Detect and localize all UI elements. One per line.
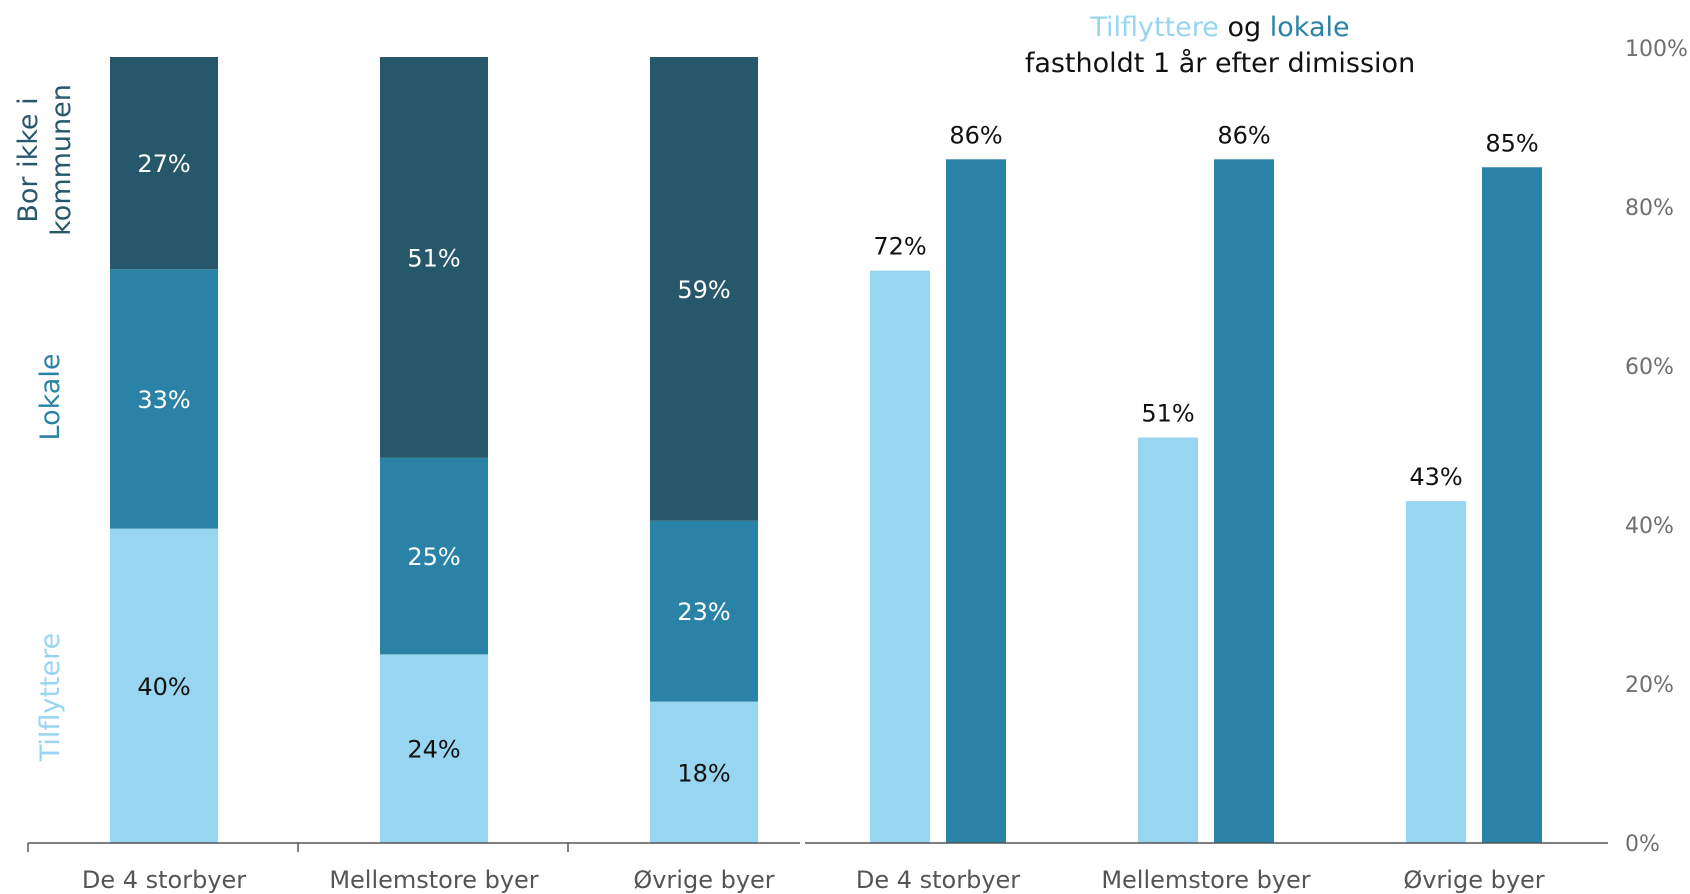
stacked-bar-lokale-ovrige-byer <box>650 520 758 702</box>
stacked-category-label: Mellemstore byer <box>329 866 538 894</box>
y-tick-label: 0% <box>1625 832 1660 857</box>
side-label-bor-ikke: Bor ikke ikommunen <box>13 84 77 236</box>
stacked-label-lokale-mellemstore-byer: 25% <box>407 543 460 571</box>
chart-subtitle: fastholdt 1 år efter dimission <box>1025 48 1415 79</box>
stacked-bar-tilflyttere-de-4-storbyer <box>110 528 218 843</box>
chart-title: Tilflyttere og lokale <box>1089 12 1349 43</box>
stacked-bar-bor-ikke-i-kommunen-mellemstore-byer <box>380 57 488 458</box>
axes: De 4 storbyer Mellemstore byer Øvrige byer… <box>27 37 1688 894</box>
title-part-lokale: lokale <box>1270 12 1350 43</box>
y-tick-label: 100% <box>1625 37 1688 62</box>
grouped-label-tilflyttere-de-4-storbyer: 72% <box>873 233 926 261</box>
grouped-bar-lokale-de-4-storbyer <box>946 159 1006 844</box>
grouped-label-lokale-ovrige-byer: 85% <box>1485 129 1538 157</box>
side-label-bor-ikke-line1: Bor ikke i <box>13 97 44 222</box>
grouped-bars: 72% 86% 51% 86% 43% 85% <box>870 121 1542 844</box>
grouped-label-lokale-mellemstore-byer: 86% <box>1217 121 1270 149</box>
grouped-label-tilflyttere-ovrige-byer: 43% <box>1409 463 1462 491</box>
y-tick-label: 40% <box>1625 514 1674 539</box>
grouped-label-lokale-de-4-storbyer: 86% <box>949 121 1002 149</box>
y-tick-label: 20% <box>1625 673 1674 698</box>
stacked-category-label: De 4 storbyer <box>82 866 246 894</box>
stacked-label-bor-ikke-i-kommunen-mellemstore-byer: 51% <box>407 244 460 272</box>
grouped-category-label: Øvrige byer <box>1403 866 1544 894</box>
stacked-bar-lokale-mellemstore-byer <box>380 457 488 655</box>
stacked-bar-tilflyttere-ovrige-byer <box>650 701 758 843</box>
grouped-category-label: Mellemstore byer <box>1101 866 1310 894</box>
side-label-lokale: Lokale <box>35 354 66 441</box>
stacked-bars: 40% 33% 27% 24% 25% 51% 18% 23% 59% <box>110 57 758 843</box>
stacked-bar-tilflyttere-mellemstore-byer <box>380 654 488 843</box>
side-labels: Bor ikke ikommunen Lokale Tilflyttere <box>13 84 77 762</box>
grouped-bar-tilflyttere-de-4-storbyer <box>870 270 930 844</box>
stacked-label-tilflyttere-de-4-storbyer: 40% <box>137 673 190 701</box>
stacked-label-lokale-de-4-storbyer: 33% <box>137 386 190 414</box>
y-tick-label: 80% <box>1625 196 1674 221</box>
y-tick-label: 60% <box>1625 355 1674 380</box>
grouped-bar-tilflyttere-ovrige-byer <box>1406 501 1466 843</box>
grouped-label-tilflyttere-mellemstore-byer: 51% <box>1141 400 1194 428</box>
stacked-bar-bor-ikke-i-kommunen-ovrige-byer <box>650 57 758 521</box>
stacked-bar-lokale-de-4-storbyer <box>110 269 218 529</box>
title-part-tilflyttere: Tilflyttere <box>1089 12 1219 43</box>
grouped-bar-lokale-ovrige-byer <box>1482 167 1542 843</box>
side-label-bor-ikke-line2: kommunen <box>46 84 77 236</box>
grouped-bar-tilflyttere-mellemstore-byer <box>1138 437 1198 843</box>
stacked-bar-bor-ikke-i-kommunen-de-4-storbyer <box>110 57 218 270</box>
stacked-label-tilflyttere-mellemstore-byer: 24% <box>407 736 460 764</box>
stacked-label-bor-ikke-i-kommunen-de-4-storbyer: 27% <box>137 150 190 178</box>
stacked-label-tilflyttere-ovrige-byer: 18% <box>677 759 730 787</box>
stacked-category-label: Øvrige byer <box>633 866 774 894</box>
side-label-tilflyttere: Tilflyttere <box>35 633 66 763</box>
stacked-label-lokale-ovrige-byer: 23% <box>677 598 730 626</box>
grouped-bar-lokale-mellemstore-byer <box>1214 159 1274 844</box>
stacked-label-bor-ikke-i-kommunen-ovrige-byer: 59% <box>677 276 730 304</box>
grouped-category-label: De 4 storbyer <box>856 866 1020 894</box>
title-part-og: og <box>1228 12 1262 43</box>
